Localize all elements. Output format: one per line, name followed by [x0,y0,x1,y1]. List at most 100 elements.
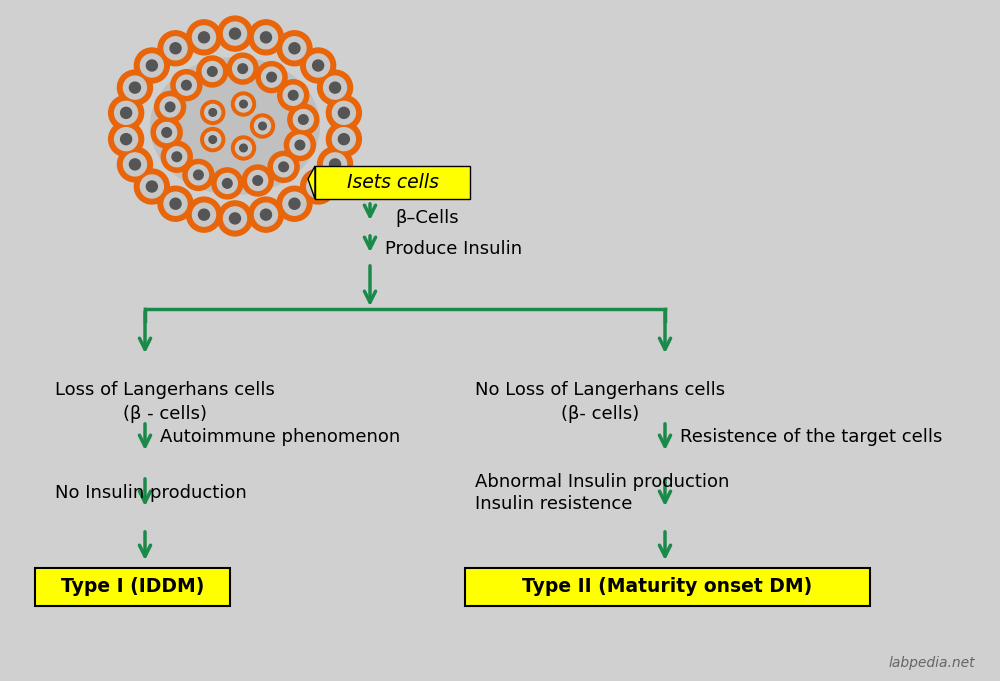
Circle shape [283,37,306,60]
Circle shape [227,53,258,84]
Circle shape [338,108,349,118]
Circle shape [146,181,157,192]
Circle shape [201,127,225,152]
Circle shape [117,70,152,105]
Circle shape [248,170,268,191]
Circle shape [326,122,361,157]
Circle shape [253,176,263,185]
Circle shape [240,144,247,152]
Circle shape [157,123,177,142]
Circle shape [235,96,251,112]
Circle shape [164,37,187,60]
Text: labpedia.net: labpedia.net [888,656,975,670]
Circle shape [224,22,247,45]
Circle shape [158,31,193,66]
Circle shape [167,146,187,167]
Circle shape [248,197,283,232]
Circle shape [250,114,274,138]
Circle shape [188,165,208,185]
Text: β–Cells: β–Cells [395,209,459,227]
Circle shape [326,95,361,130]
Circle shape [260,32,271,43]
Circle shape [307,175,330,198]
Circle shape [295,140,305,150]
Circle shape [162,127,171,138]
Circle shape [231,136,255,160]
Circle shape [254,203,277,226]
Circle shape [284,129,315,161]
Circle shape [202,61,222,82]
Text: Resistence of the target cells: Resistence of the target cells [680,428,942,446]
Text: No Loss of Langerhans cells
(β- cells): No Loss of Langerhans cells (β- cells) [475,381,725,423]
Circle shape [218,16,253,51]
Circle shape [293,110,313,129]
Circle shape [289,198,300,209]
Circle shape [299,114,308,125]
Circle shape [332,101,355,125]
Circle shape [313,60,324,71]
FancyBboxPatch shape [315,166,470,199]
Circle shape [183,159,214,191]
Circle shape [172,152,182,161]
Circle shape [230,213,240,224]
Circle shape [140,175,163,198]
Circle shape [233,59,253,78]
Circle shape [274,157,294,177]
Circle shape [224,207,246,230]
Circle shape [140,54,163,77]
Circle shape [260,209,271,220]
Circle shape [231,92,255,116]
Circle shape [129,159,140,170]
Circle shape [256,61,287,93]
Circle shape [115,101,138,125]
Circle shape [283,192,306,215]
Circle shape [151,117,182,148]
Circle shape [164,192,187,215]
Circle shape [313,181,324,192]
Circle shape [201,100,225,125]
Circle shape [262,67,282,87]
Text: Produce Insulin: Produce Insulin [385,240,522,258]
Circle shape [123,153,146,176]
Circle shape [259,122,266,130]
Circle shape [134,169,169,204]
Circle shape [267,72,276,82]
Ellipse shape [151,58,319,194]
Circle shape [209,136,217,144]
Circle shape [318,70,353,105]
Circle shape [115,127,138,151]
Circle shape [254,118,270,134]
Circle shape [238,64,247,74]
Circle shape [324,153,347,176]
Circle shape [254,26,277,49]
Circle shape [161,141,192,172]
Circle shape [268,151,299,183]
Text: Type I (IDDM): Type I (IDDM) [61,577,204,597]
Circle shape [288,104,319,135]
Circle shape [301,48,336,83]
Circle shape [205,104,221,121]
Circle shape [121,133,132,144]
Circle shape [248,20,283,55]
Circle shape [160,97,180,117]
Circle shape [197,56,228,87]
Circle shape [240,100,247,108]
Circle shape [187,20,222,55]
Circle shape [209,109,217,116]
Circle shape [242,165,273,196]
Circle shape [218,201,252,236]
Circle shape [289,43,300,54]
Circle shape [277,186,312,221]
Circle shape [277,31,312,66]
FancyBboxPatch shape [465,568,870,606]
Circle shape [330,159,341,170]
Circle shape [170,198,181,209]
Circle shape [290,135,310,155]
FancyBboxPatch shape [35,568,230,606]
Text: Loss of Langerhans cells
(β - cells): Loss of Langerhans cells (β - cells) [55,381,275,423]
Circle shape [223,178,232,188]
Circle shape [207,67,217,76]
Text: Autoimmune phenomenon: Autoimmune phenomenon [160,428,400,446]
Circle shape [171,69,202,101]
Circle shape [129,82,140,93]
